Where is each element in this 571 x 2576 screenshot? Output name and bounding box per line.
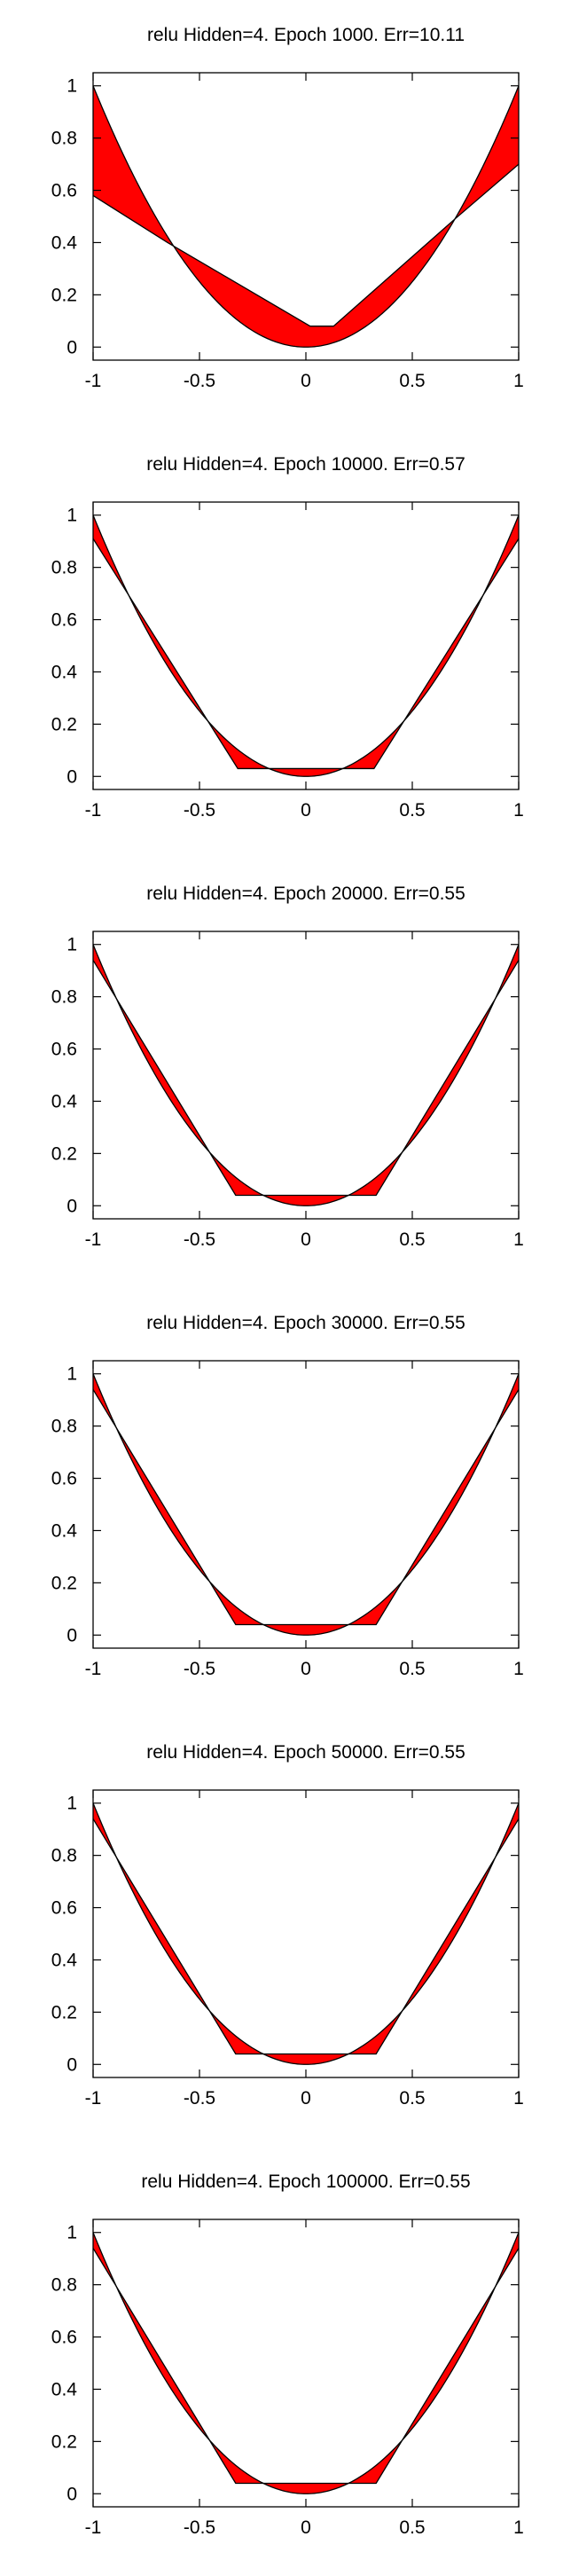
x-tick-label: 0	[301, 1659, 311, 1679]
chart-panel: relu Hidden=4. Epoch 50000. Err=0.55 0 0.2…	[51, 1742, 524, 2109]
target-curve	[92, 514, 520, 777]
x-tick-label: -1	[85, 1229, 102, 1250]
y-tick-label: 0.8	[51, 558, 77, 578]
x-tick-label: -1	[85, 2088, 102, 2109]
chart-panel: relu Hidden=4. Epoch 30000. Err=0.55 0 0.2…	[51, 1313, 524, 1679]
y-tick-label: 0	[66, 1625, 77, 1645]
target-curve	[92, 85, 520, 348]
chart-panel: relu Hidden=4. Epoch 20000. Err=0.55 0 0.2…	[51, 884, 524, 1250]
y-tick-label: 0.2	[51, 2431, 77, 2452]
x-tick-label: -0.5	[184, 1229, 215, 1250]
x-tick-label: 1	[513, 2517, 524, 2538]
y-tick-label: 0	[66, 1196, 77, 1216]
x-tick-label: 0	[301, 1229, 311, 1250]
x-tick-label: -1	[85, 1659, 102, 1679]
approximation-line	[92, 2248, 520, 2485]
approximation-line	[92, 538, 520, 770]
error-fill-area	[93, 1802, 519, 2065]
chart-title: relu Hidden=4. Epoch 50000. Err=0.55	[146, 1742, 465, 1763]
y-tick-label: 0.2	[51, 714, 77, 734]
y-tick-label: 1	[66, 2223, 77, 2243]
y-tick-label: 0.8	[51, 129, 77, 149]
y-tick-label: 0.6	[51, 1898, 77, 1919]
x-tick-label: 0	[301, 371, 311, 391]
y-tick-label: 0.2	[51, 1573, 77, 1593]
chart-panel: relu Hidden=4. Epoch 10000. Err=0.57 0 0.2…	[51, 454, 524, 821]
y-tick-label: 1	[66, 1364, 77, 1385]
x-tick-label: 1	[513, 2088, 524, 2109]
x-tick-label: 0.5	[399, 1229, 425, 1250]
x-tick-label: 1	[513, 1659, 524, 1679]
y-tick-label: 0.4	[51, 2379, 78, 2399]
y-tick-label: 0.4	[51, 232, 78, 253]
y-tick-label: 0.8	[51, 2275, 77, 2296]
x-tick-label: -1	[85, 2517, 102, 2538]
chart-panel: relu Hidden=4. Epoch 1000. Err=10.11 0 0.2…	[51, 25, 524, 391]
y-tick-label: 1	[66, 506, 77, 526]
chart-title: relu Hidden=4. Epoch 30000. Err=0.55	[146, 1313, 465, 1333]
x-tick-label: 0.5	[399, 2088, 425, 2109]
y-tick-label: 0.6	[51, 2328, 77, 2348]
y-tick-label: 0.8	[51, 1846, 77, 1866]
y-tick-label: 0	[66, 766, 77, 787]
y-tick-label: 1	[66, 1794, 77, 1814]
x-tick-label: 1	[513, 1229, 524, 1250]
error-fill-area	[93, 514, 519, 777]
approximation-line	[92, 1818, 520, 2055]
y-tick-label: 0.2	[51, 1143, 77, 1164]
target-curve	[92, 1373, 520, 1636]
chart-panel: relu Hidden=4. Epoch 100000. Err=0.55 0 0.…	[51, 2172, 524, 2538]
y-tick-label: 0.6	[51, 1040, 77, 1060]
y-tick-label: 0.4	[51, 1520, 78, 1541]
y-tick-label: 0.4	[51, 1950, 78, 1970]
y-tick-label: 0.2	[51, 285, 77, 305]
y-tick-label: 0	[66, 2054, 77, 2075]
x-tick-label: -0.5	[184, 371, 215, 391]
error-fill-area	[93, 1373, 519, 1636]
x-tick-label: 0	[301, 800, 311, 821]
y-tick-label: 0	[66, 2484, 77, 2504]
y-tick-label: 0	[66, 337, 77, 357]
x-tick-label: 0.5	[399, 2517, 425, 2538]
error-fill-area	[93, 85, 519, 348]
x-tick-label: 0.5	[399, 371, 425, 391]
target-curve	[92, 944, 520, 1206]
chart-title: relu Hidden=4. Epoch 1000. Err=10.11	[147, 25, 465, 45]
target-curve	[92, 1802, 520, 2065]
x-tick-label: -1	[85, 800, 102, 821]
y-tick-label: 0.6	[51, 181, 77, 201]
y-tick-label: 1	[66, 76, 77, 97]
x-tick-label: -0.5	[184, 800, 215, 821]
x-tick-label: -0.5	[184, 2088, 215, 2109]
plot-frame	[92, 72, 520, 361]
x-tick-label: 1	[513, 800, 524, 821]
y-tick-label: 0.6	[51, 1469, 77, 1489]
approximation-line	[92, 1389, 520, 1626]
x-tick-label: 0	[301, 2088, 311, 2109]
approximation-line	[92, 163, 520, 327]
chart-title: relu Hidden=4. Epoch 100000. Err=0.55	[141, 2172, 470, 2192]
y-tick-label: 0.2	[51, 2002, 77, 2022]
x-tick-label: 1	[513, 371, 524, 391]
x-tick-label: -0.5	[184, 2517, 215, 2538]
y-tick-label: 0.4	[51, 662, 78, 682]
y-tick-label: 0.8	[51, 1417, 77, 1437]
error-fill-area	[93, 2232, 519, 2494]
x-tick-label: 0.5	[399, 800, 425, 821]
y-tick-label: 0.4	[51, 1091, 78, 1111]
y-tick-label: 1	[66, 935, 77, 955]
x-tick-label: -1	[85, 371, 102, 391]
target-curve	[92, 2232, 520, 2494]
chart-title: relu Hidden=4. Epoch 10000. Err=0.57	[146, 454, 465, 475]
x-tick-label: 0.5	[399, 1659, 425, 1679]
error-fill-area	[93, 944, 519, 1206]
chart-title: relu Hidden=4. Epoch 20000. Err=0.55	[146, 884, 465, 904]
y-tick-label: 0.8	[51, 987, 77, 1008]
y-tick-label: 0.6	[51, 610, 77, 631]
x-tick-label: 0	[301, 2517, 311, 2538]
approximation-line	[92, 960, 520, 1197]
x-tick-label: -0.5	[184, 1659, 215, 1679]
